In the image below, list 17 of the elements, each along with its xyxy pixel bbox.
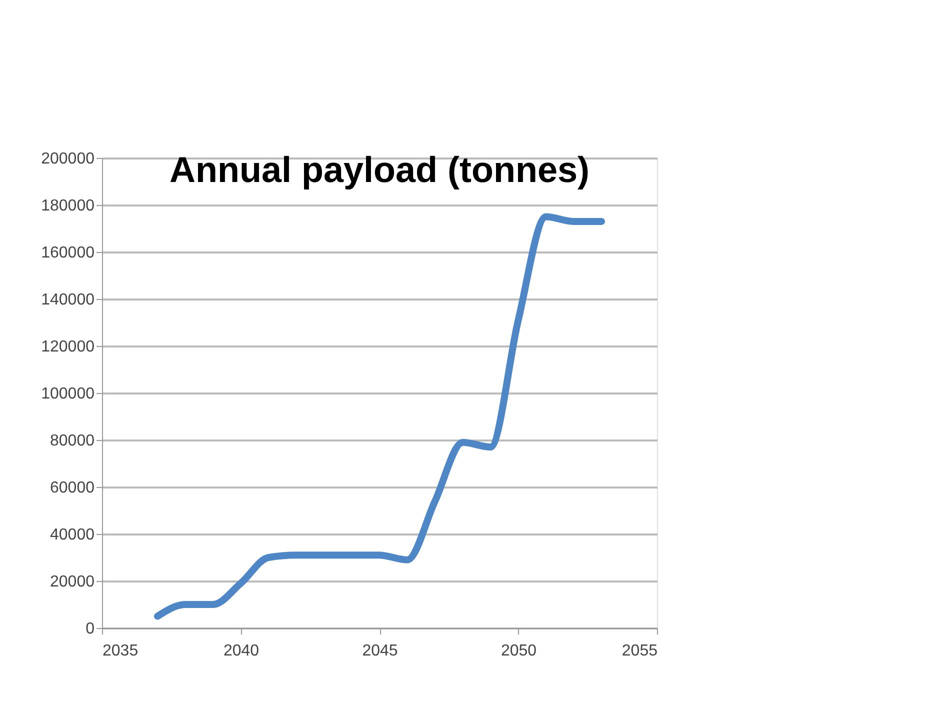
y-tick-label: 40000 — [50, 526, 95, 544]
x-tick-label: 2035 — [102, 642, 138, 660]
y-tick-label: 60000 — [50, 480, 95, 496]
y-tick-label: 140000 — [41, 292, 95, 308]
y-tick-label: 180000 — [41, 198, 95, 214]
y-tick-label: 120000 — [41, 338, 95, 356]
chart-title: Annual payload (tonnes) — [169, 149, 590, 190]
x-tick-label: 2040 — [223, 642, 260, 660]
y-tick-label: 200000 — [41, 150, 95, 168]
y-tick-label: 20000 — [50, 574, 95, 590]
y-tick-label: 160000 — [41, 244, 95, 262]
x-tick-label: 2045 — [362, 642, 398, 660]
y-tick-label: 80000 — [50, 432, 95, 450]
y-tick-label: 0 — [86, 620, 95, 638]
y-tick-label: 100000 — [41, 386, 95, 402]
x-tick-label: 2055 — [622, 642, 658, 660]
x-tick-label: 2050 — [500, 642, 537, 660]
